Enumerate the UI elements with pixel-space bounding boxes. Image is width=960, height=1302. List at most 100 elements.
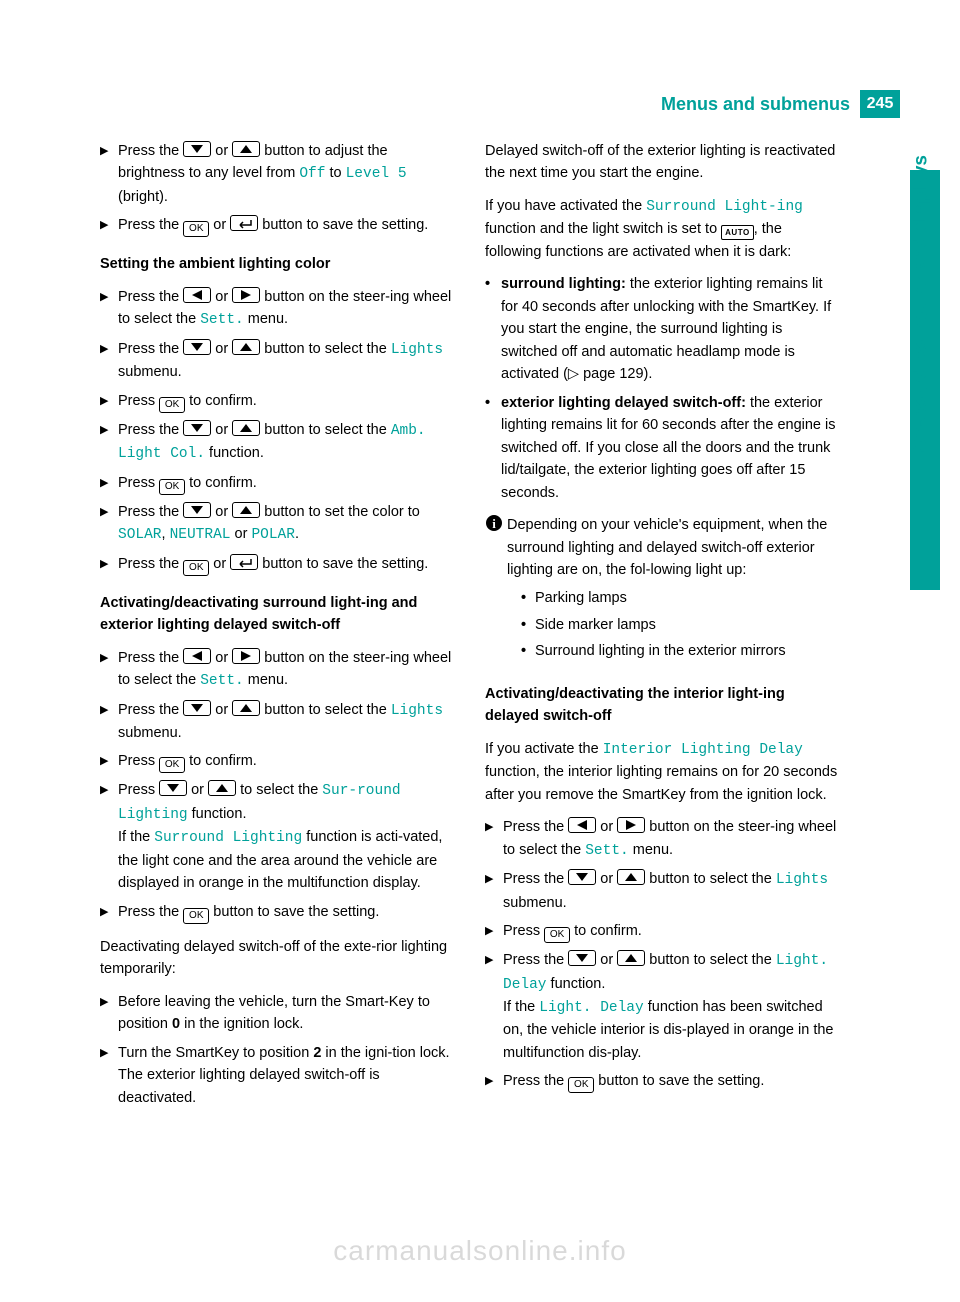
back-button-icon	[230, 215, 258, 231]
up-button-icon	[232, 700, 260, 716]
subheading: Activating/deactivating surround light‐i…	[100, 592, 457, 637]
sub-bullet-text: Side marker lamps	[535, 614, 842, 636]
ok-button-icon: OK	[183, 560, 209, 576]
code-off: Off	[299, 166, 325, 182]
down-button-icon	[568, 950, 596, 966]
code-lights: Lights	[391, 703, 443, 719]
sub-bullet-item: •Parking lamps	[521, 587, 842, 609]
ok-button-icon: OK	[544, 927, 570, 943]
bullet-dot-icon: •	[521, 614, 535, 636]
sub-bullet-item: •Surround lighting in the exterior mirro…	[521, 640, 842, 662]
sub-bullet-text: Surround lighting in the exterior mirror…	[535, 640, 842, 662]
right-button-icon	[232, 287, 260, 303]
step-marker-icon: ▶	[485, 1070, 503, 1093]
page-content: Menus and submenus 245 On-board computer…	[0, 0, 960, 1302]
bullet-text: exterior lighting delayed switch-off: th…	[501, 392, 842, 504]
down-button-icon	[159, 780, 187, 796]
ok-button-icon: OK	[159, 479, 185, 495]
step-item: ▶ Press the OK button to save the settin…	[485, 1070, 842, 1093]
subheading: Activating/deactivating the interior lig…	[485, 683, 842, 728]
step-marker-icon: ▶	[100, 214, 118, 237]
step-text: Press the OK button to save the setting.	[118, 901, 457, 924]
ok-button-icon: OK	[183, 221, 209, 237]
right-button-icon	[232, 648, 260, 664]
bullet-dot-icon: •	[485, 273, 501, 385]
down-button-icon	[183, 339, 211, 355]
up-button-icon	[232, 339, 260, 355]
up-button-icon	[232, 502, 260, 518]
step-item: ▶ Press OK to confirm.	[100, 750, 457, 773]
paragraph: Deactivating delayed switch-off of the e…	[100, 936, 457, 981]
bullet-dot-icon: •	[521, 640, 535, 662]
bullet-item: • exterior lighting delayed switch-off: …	[485, 392, 842, 504]
left-button-icon	[568, 817, 596, 833]
step-text: Press the OK button to save the setting.	[503, 1070, 842, 1093]
ok-button-icon: OK	[568, 1077, 594, 1093]
code-surround-light-ing: Surround Light‐ing	[646, 199, 803, 215]
paragraph: If you have activated the Surround Light…	[485, 195, 842, 263]
step-item: ▶ Press the OK button to save the settin…	[100, 901, 457, 924]
code-lights: Lights	[776, 872, 828, 888]
step-marker-icon: ▶	[100, 779, 118, 894]
step-item: ▶ Turn the SmartKey to position 2 in the…	[100, 1042, 457, 1109]
step-item: ▶ Press the or button to select the Ligh…	[485, 949, 842, 1064]
down-button-icon	[183, 502, 211, 518]
code-sett: Sett.	[200, 673, 244, 689]
step-text: Press the OK or button to save the setti…	[118, 553, 457, 576]
step-text: Press the or button to select the Lights…	[118, 699, 457, 745]
bullet-dot-icon: •	[521, 587, 535, 609]
step-marker-icon: ▶	[485, 920, 503, 943]
code-int-lighting-delay: Interior Lighting Delay	[603, 742, 803, 758]
step-marker-icon: ▶	[485, 949, 503, 1064]
step-text: Press the or button to select the Lights…	[118, 338, 457, 384]
step-text: Press OK to confirm.	[118, 472, 457, 495]
step-item: ▶ Press the or button to select the Ligh…	[100, 338, 457, 384]
step-marker-icon: ▶	[100, 991, 118, 1036]
step-text: Press the or button on the steer‐ing whe…	[118, 647, 457, 693]
down-button-icon	[568, 869, 596, 885]
code-solar: SOLAR	[118, 527, 162, 543]
step-text: Press the or button on the steer‐ing whe…	[503, 816, 842, 862]
step-item: ▶ Press OK to confirm.	[100, 472, 457, 495]
sub-bullet-item: •Side marker lamps	[521, 614, 842, 636]
subheading: Setting the ambient lighting color	[100, 253, 457, 275]
left-button-icon	[183, 648, 211, 664]
step-marker-icon: ▶	[100, 140, 118, 208]
code-surround-lighting: Surround Lighting	[154, 830, 302, 846]
step-marker-icon: ▶	[485, 816, 503, 862]
code-light-delay: Light. Delay	[539, 1000, 643, 1016]
step-text: Press the or button to set the color to …	[118, 501, 457, 547]
step-text: Press the or button to select the Light.…	[503, 949, 842, 1064]
bullet-dot-icon: •	[485, 392, 501, 504]
step-marker-icon: ▶	[100, 338, 118, 384]
step-item: ▶ Press the OK or button to save the set…	[100, 553, 457, 576]
step-text: Press the or button to select the Amb. L…	[118, 419, 457, 466]
down-button-icon	[183, 420, 211, 436]
watermark-text: carmanualsonline.info	[0, 1229, 960, 1272]
right-column: Delayed switch-off of the exterior light…	[485, 140, 842, 1115]
up-button-icon	[617, 869, 645, 885]
up-button-icon	[208, 780, 236, 796]
paragraph: Delayed switch-off of the exterior light…	[485, 140, 842, 185]
step-text: Turn the SmartKey to position 2 in the i…	[118, 1042, 457, 1109]
info-block: i Depending on your vehicle's equipment,…	[485, 514, 842, 667]
step-text: Press the OK or button to save the setti…	[118, 214, 457, 237]
right-button-icon	[617, 817, 645, 833]
step-text: Press the or button to select the Lights…	[503, 868, 842, 914]
step-marker-icon: ▶	[100, 472, 118, 495]
step-text: Before leaving the vehicle, turn the Sma…	[118, 991, 457, 1036]
step-item: ▶ Press the or button to set the color t…	[100, 501, 457, 547]
step-marker-icon: ▶	[100, 750, 118, 773]
step-item: ▶ Press the or button on the steer‐ing w…	[100, 647, 457, 693]
svg-text:i: i	[492, 516, 496, 531]
header-title: Menus and submenus	[661, 90, 860, 118]
content-columns: ▶ Press the or button to adjust the brig…	[100, 140, 900, 1115]
step-item: ▶ Press the or button to select the Ligh…	[485, 868, 842, 914]
code-sett: Sett.	[200, 312, 244, 328]
code-neutral: NEUTRAL	[170, 527, 231, 543]
step-item: ▶ Press OK to confirm.	[100, 390, 457, 413]
step-text: Press OK to confirm.	[118, 390, 457, 413]
step-text: Press the or button to adjust the bright…	[118, 140, 457, 208]
bullet-text: surround lighting: the exterior lighting…	[501, 273, 842, 385]
step-item: ▶ Press the or button to adjust the brig…	[100, 140, 457, 208]
